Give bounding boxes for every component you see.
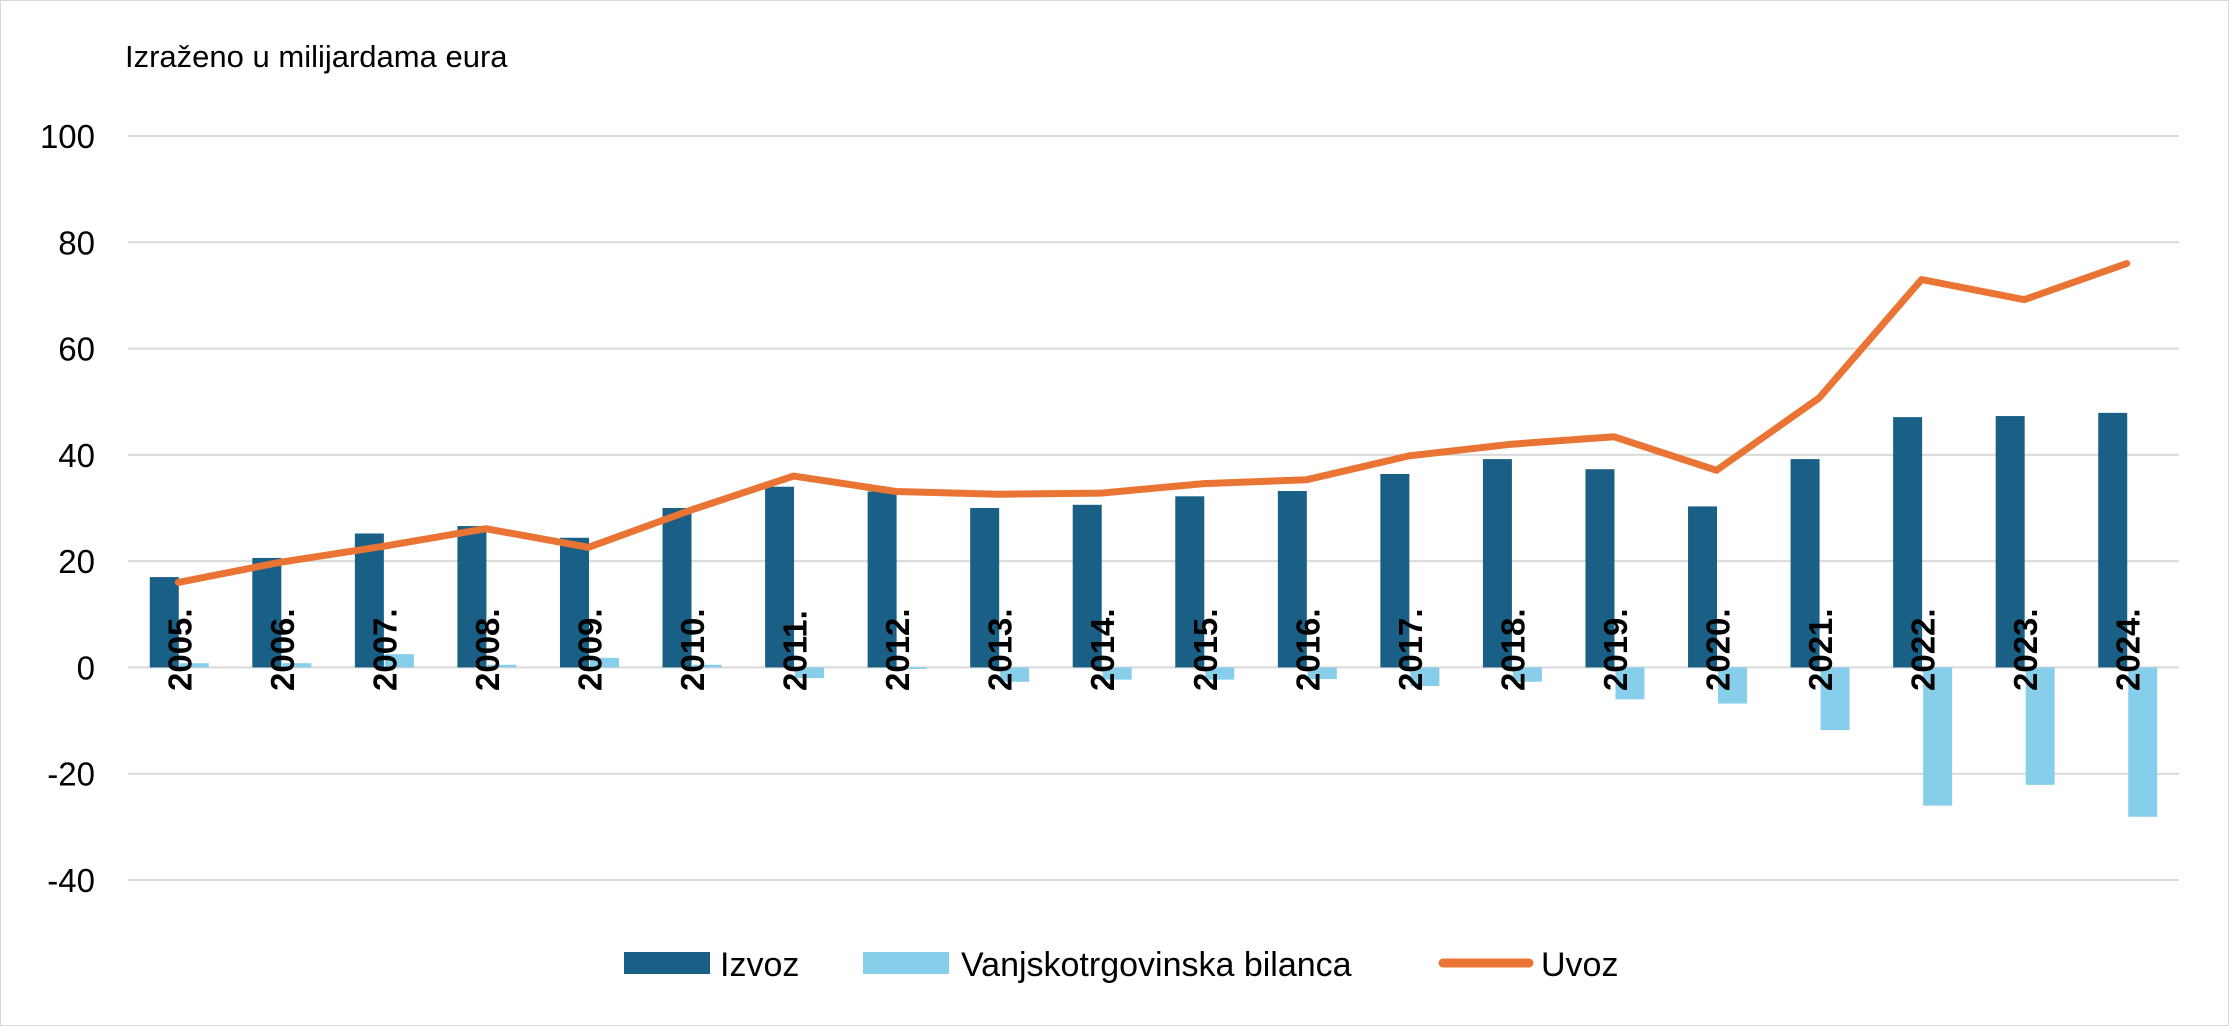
x-tick-label: 2006. [264,608,301,691]
legend: Izvoz Vanjskotrgovinska bilanca Uvoz [624,946,1618,984]
x-tick-label: 2010. [674,608,711,691]
y-tick-label: 0 [77,649,95,686]
y-tick-label: 20 [58,543,95,580]
legend-swatch-bilanca [863,952,949,974]
legend-label-bilanca: Vanjskotrgovinska bilanca [961,946,1352,984]
legend-label-uvoz: Uvoz [1541,946,1618,984]
legend-label-izvoz: Izvoz [720,946,799,984]
x-tick-label: 2014. [1084,608,1121,691]
x-tick-label: 2013. [982,608,1019,691]
y-tick-label: 40 [58,437,95,474]
x-tick-label: 2015. [1187,608,1224,691]
x-tick-label: 2020. [1700,608,1737,691]
x-tick-label: 2024. [2110,608,2147,691]
y-tick-label: -20 [47,756,95,793]
y-tick-label: 80 [58,224,95,261]
x-tick-label: 2019. [1597,608,1634,691]
uvoz-line-layer [178,263,2127,582]
unit-label: Izraženo u milijardama eura [125,39,508,74]
y-tick-label: -40 [47,862,95,899]
gridlines [128,136,2179,880]
x-tick-label: 2009. [571,608,608,691]
x-tick-label: 2021. [1802,608,1839,691]
x-tick-label: 2018. [1494,608,1531,691]
x-tick-label: 2022. [1905,608,1942,691]
x-tick-label: 2016. [1289,608,1326,691]
x-tick-label: 2007. [366,608,403,691]
legend-swatch-izvoz [624,952,710,974]
x-tick-label: 2023. [2007,608,2044,691]
x-tick-label: 2011. [777,610,814,691]
x-tick-label: 2008. [469,608,506,691]
y-tick-label: 100 [40,118,95,155]
y-tick-label: 60 [58,331,95,368]
x-tick-label: 2017. [1392,608,1429,691]
y-axis-tick-labels: 100 80 60 40 20 0 -20 -40 [40,118,95,899]
x-tick-label: 2005. [161,608,198,691]
uvoz-line [178,264,2126,583]
x-tick-label: 2012. [879,608,916,691]
bars [150,413,2157,817]
